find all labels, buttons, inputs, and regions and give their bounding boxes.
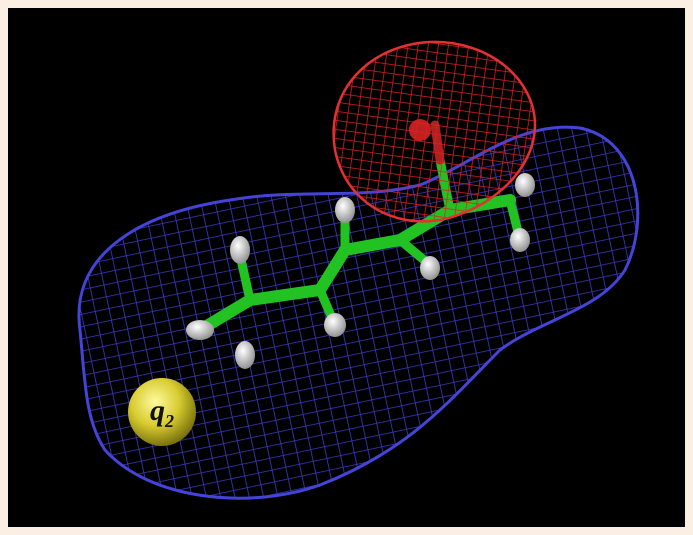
molecule-image: q2	[0, 0, 693, 535]
charge-symbol: q	[150, 394, 165, 427]
charge-subscript: 2	[164, 411, 174, 431]
